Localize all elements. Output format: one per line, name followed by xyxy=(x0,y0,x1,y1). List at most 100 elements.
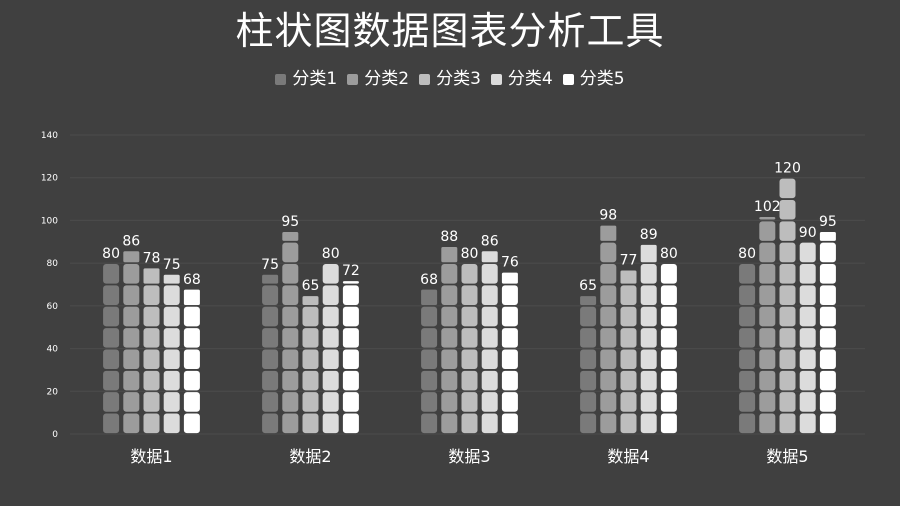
bar-block xyxy=(421,392,438,412)
bar-block xyxy=(739,349,756,370)
bar-block xyxy=(461,264,478,284)
legend-swatch xyxy=(562,73,574,85)
bar-block xyxy=(640,392,657,412)
bar-block xyxy=(819,413,836,434)
bar-block xyxy=(163,349,180,370)
bar-block xyxy=(441,264,458,284)
bar-block xyxy=(660,413,677,434)
bar-block xyxy=(282,349,299,370)
bar-block xyxy=(600,264,617,284)
y-tick-label: 140 xyxy=(41,131,58,141)
bar-block xyxy=(441,246,458,263)
bar-block xyxy=(183,370,200,391)
bar-block xyxy=(620,413,637,434)
y-tick-label: 120 xyxy=(41,174,58,184)
data-label: 65 xyxy=(579,278,597,294)
data-label: 77 xyxy=(620,253,638,269)
bar-block xyxy=(163,285,180,305)
bar-block xyxy=(282,285,299,305)
bar-block xyxy=(660,392,677,412)
bar-block xyxy=(819,392,836,412)
bar-block xyxy=(322,328,339,348)
legend-label: 分类1 xyxy=(292,69,338,89)
bar-block xyxy=(302,349,319,370)
bar-block xyxy=(183,306,200,327)
bar-block xyxy=(302,306,319,327)
bar-block xyxy=(461,349,478,370)
bar-block xyxy=(819,264,836,284)
bar-block xyxy=(759,242,776,263)
bar-block xyxy=(103,413,120,434)
y-tick-label: 80 xyxy=(47,259,59,269)
bar-block xyxy=(779,306,796,327)
legend-label: 分类5 xyxy=(579,69,625,89)
bar-block xyxy=(163,306,180,327)
bar-block xyxy=(759,328,776,348)
bar-block xyxy=(103,328,120,348)
bar-block xyxy=(322,285,339,305)
legend-label: 分类4 xyxy=(507,69,553,89)
bar-block xyxy=(103,392,120,412)
bar-block xyxy=(759,413,776,434)
bar-block xyxy=(262,370,279,391)
bar-block xyxy=(103,370,120,391)
bar-block xyxy=(660,370,677,391)
data-label: 80 xyxy=(738,246,756,262)
data-label: 75 xyxy=(261,257,279,273)
bar-block xyxy=(779,221,796,241)
data-label: 89 xyxy=(640,227,658,243)
bar-block xyxy=(819,349,836,370)
bar-block xyxy=(481,392,498,412)
bar-block xyxy=(342,285,359,305)
bar-block xyxy=(819,232,836,241)
bar-block xyxy=(143,413,160,434)
bar-block xyxy=(282,392,299,412)
bar-block xyxy=(461,370,478,391)
bar-block xyxy=(163,370,180,391)
bar-block xyxy=(640,306,657,327)
bar-block xyxy=(262,285,279,305)
bar-block xyxy=(183,328,200,348)
bar-block xyxy=(580,392,597,412)
data-label: 98 xyxy=(599,208,617,224)
bar-block xyxy=(739,328,756,348)
bar-block xyxy=(441,306,458,327)
bar-block xyxy=(819,306,836,327)
bar-block xyxy=(103,306,120,327)
bar-block xyxy=(819,370,836,391)
bar-block xyxy=(342,328,359,348)
bar-block xyxy=(322,264,339,284)
bar-block xyxy=(759,349,776,370)
x-category-label: 数据3 xyxy=(448,447,490,466)
x-category-label: 数据1 xyxy=(130,447,172,466)
bar-block xyxy=(262,392,279,412)
bar-block xyxy=(322,306,339,327)
bar-block xyxy=(302,296,319,305)
bar-block xyxy=(262,413,279,434)
bar-block xyxy=(600,349,617,370)
bar-block xyxy=(143,392,160,412)
bar-block xyxy=(759,264,776,284)
bar-block xyxy=(123,413,140,434)
bar-block xyxy=(481,370,498,391)
bar-block xyxy=(481,285,498,305)
bar-block xyxy=(441,285,458,305)
bar-block xyxy=(799,413,816,434)
bar-block xyxy=(739,285,756,305)
bar-block xyxy=(640,264,657,284)
data-label: 90 xyxy=(799,225,817,241)
bar-block xyxy=(799,285,816,305)
bar-block xyxy=(759,392,776,412)
bar-block xyxy=(481,413,498,434)
bar-block xyxy=(779,328,796,348)
bar-block xyxy=(600,285,617,305)
bar-block xyxy=(123,392,140,412)
bar-block xyxy=(103,285,120,305)
data-label: 76 xyxy=(501,255,519,271)
bar-block xyxy=(123,306,140,327)
bar-block xyxy=(262,306,279,327)
data-label: 65 xyxy=(302,278,320,294)
bar-block xyxy=(779,285,796,305)
bar-block xyxy=(143,328,160,348)
bar-block xyxy=(799,392,816,412)
